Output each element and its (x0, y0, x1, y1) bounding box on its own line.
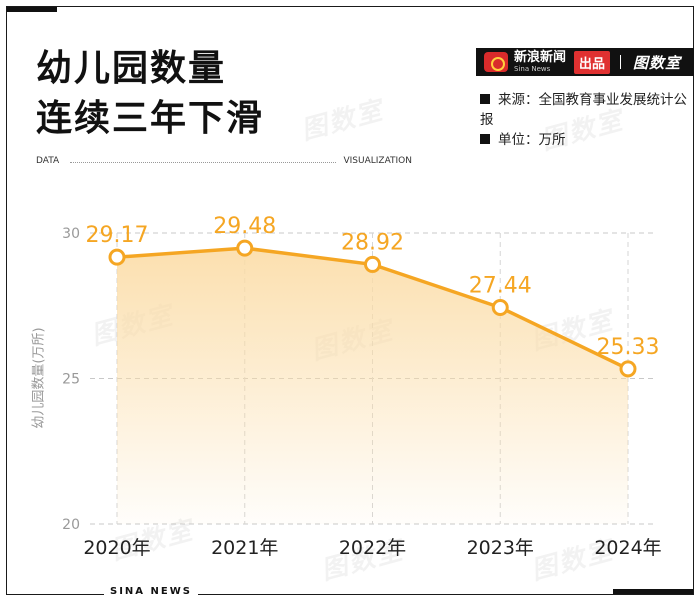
data-label: 27.44 (469, 273, 532, 298)
sub-right-label: VISUALIZATION (343, 156, 412, 166)
y-tick-label: 30 (62, 226, 80, 242)
unit-note: 单位：万所 (480, 130, 566, 150)
data-point (619, 360, 637, 378)
x-tick-label: 2023年 (467, 537, 534, 559)
unit-text: 单位：万所 (498, 132, 566, 148)
sina-logo-icon (484, 52, 508, 72)
y-tick-label: 20 (62, 517, 80, 533)
x-tick-label: 2022年 (339, 537, 406, 559)
title-line-2: 连续三年下滑 (36, 98, 265, 139)
frame-corner-bottom (613, 589, 693, 594)
footer-label: SINA NEWS (104, 586, 198, 597)
source-text: 来源：全国教育事业发展统计公报 (480, 92, 687, 128)
brand-separator (620, 55, 622, 69)
brand-name-cn: 新浪新闻 (514, 50, 567, 65)
data-point (108, 248, 126, 266)
square-bullet-icon (480, 94, 490, 104)
data-label: 29.48 (213, 214, 276, 239)
title-line-1: 幼儿园数量 (36, 48, 227, 89)
sub-left-label: DATA (36, 156, 60, 166)
data-point (236, 239, 254, 257)
data-visualization-rule: DATA VISUALIZATION (36, 156, 412, 168)
x-tick-label: 2024年 (594, 537, 661, 559)
brand-name-en: Sina News (514, 65, 551, 73)
data-label: 29.17 (86, 223, 149, 248)
frame-corner-top (7, 7, 57, 12)
square-bullet-icon (480, 134, 490, 144)
brand-badge: 出品 (574, 50, 611, 74)
dotted-rule (70, 162, 336, 163)
chart-title: 幼儿园数量 连续三年下滑 (36, 44, 264, 144)
brand-name: 新浪新闻 Sina News (514, 51, 566, 73)
data-point (364, 255, 381, 273)
data-label: 25.33 (597, 335, 660, 360)
data-label: 28.92 (341, 230, 404, 255)
x-tick-label: 2021年 (211, 537, 278, 559)
series-area (117, 248, 628, 524)
chart-frame (6, 6, 694, 595)
y-tick-label: 25 (62, 372, 80, 388)
x-tick-label: 2020年 (83, 537, 150, 559)
brand-bar: 新浪新闻 Sina News 出品 图数室 (476, 48, 694, 76)
source-note: 来源：全国教育事业发展统计公报 (480, 90, 695, 130)
brand-product: 图数室 (633, 53, 682, 72)
data-point (491, 298, 509, 316)
